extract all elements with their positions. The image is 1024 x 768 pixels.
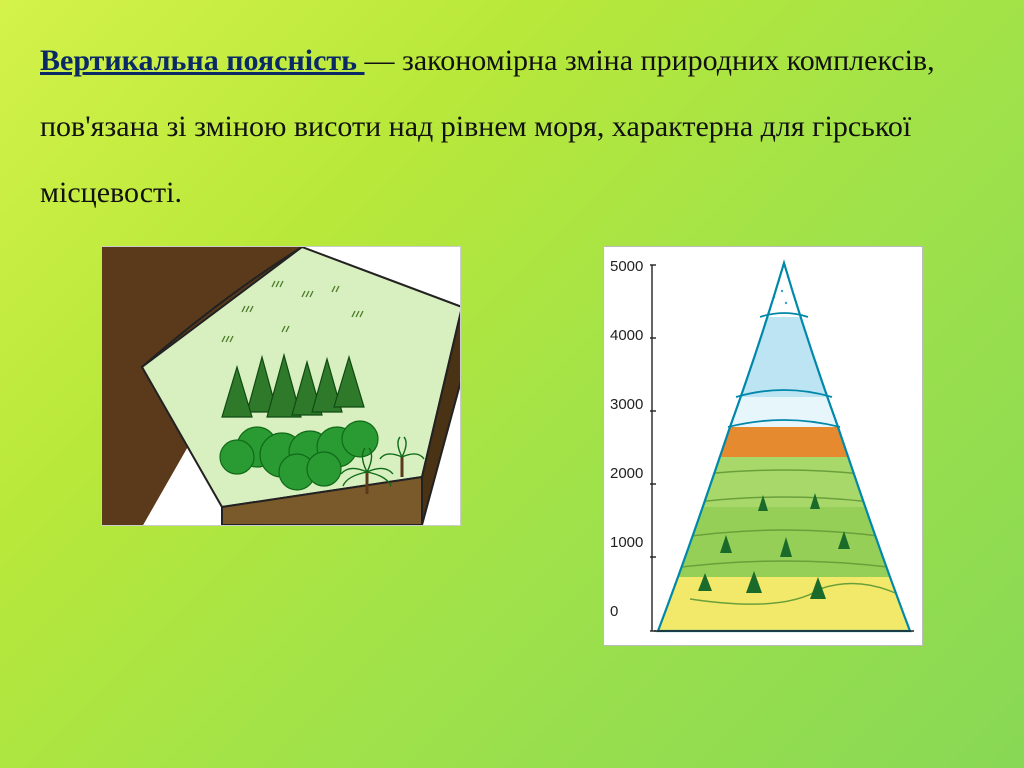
altitude-zones-diagram: 5000 4000 3000 2000 1000 0: [603, 246, 923, 646]
term: Вертикальна поясність: [40, 44, 365, 77]
illustrations-row: 5000 4000 3000 2000 1000 0: [0, 246, 1024, 646]
definition-paragraph: Вертикальна поясність — закономірна змін…: [0, 0, 1024, 236]
tick-3000: 3000: [610, 397, 643, 412]
altitude-axis-labels: 5000 4000 3000 2000 1000 0: [610, 259, 643, 619]
tick-0: 0: [610, 604, 643, 619]
tick-2000: 2000: [610, 466, 643, 481]
mountain-svg: [650, 257, 918, 639]
slope-block-diagram: [101, 246, 461, 526]
slope-svg: [102, 247, 461, 526]
tick-1000: 1000: [610, 535, 643, 550]
tick-5000: 5000: [610, 259, 643, 274]
tick-4000: 4000: [610, 328, 643, 343]
